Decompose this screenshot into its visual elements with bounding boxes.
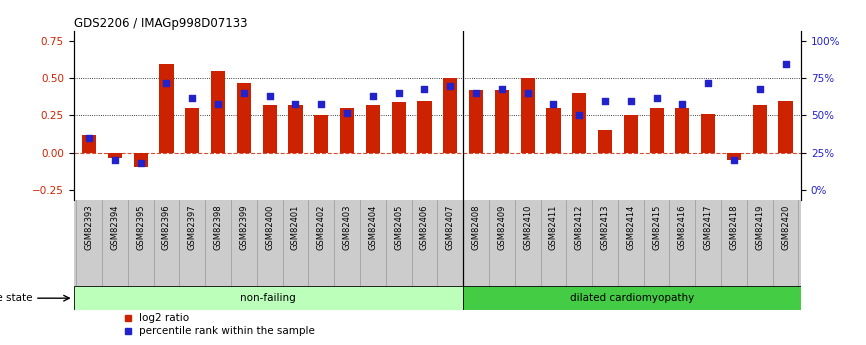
Point <box>572 113 586 118</box>
Text: GSM82400: GSM82400 <box>265 204 275 249</box>
Point <box>108 157 122 163</box>
Text: disease state: disease state <box>0 293 32 303</box>
Text: GSM82394: GSM82394 <box>110 204 120 250</box>
Text: GSM82416: GSM82416 <box>678 204 687 250</box>
Bar <box>159 63 173 152</box>
Bar <box>262 105 277 152</box>
Text: GSM82408: GSM82408 <box>471 204 481 250</box>
Bar <box>82 135 96 152</box>
Text: GSM82404: GSM82404 <box>368 204 378 249</box>
Point <box>624 98 637 104</box>
Point <box>598 98 612 104</box>
Point <box>185 95 199 100</box>
Bar <box>443 78 457 152</box>
Bar <box>288 105 302 152</box>
Text: GSM82420: GSM82420 <box>781 204 790 249</box>
Text: log2 ratio: log2 ratio <box>139 313 189 323</box>
Point <box>288 101 302 106</box>
Text: GSM82399: GSM82399 <box>239 204 249 250</box>
Text: GSM82396: GSM82396 <box>162 204 171 250</box>
Text: GSM82409: GSM82409 <box>497 204 507 249</box>
Bar <box>546 108 560 152</box>
Point <box>727 157 741 163</box>
Text: GSM82401: GSM82401 <box>291 204 300 249</box>
Point <box>546 101 560 106</box>
Bar <box>133 152 148 167</box>
Text: GSM82397: GSM82397 <box>188 204 197 250</box>
Bar <box>598 130 612 152</box>
Point <box>237 90 251 96</box>
Bar <box>185 108 199 152</box>
Text: GSM82406: GSM82406 <box>420 204 429 250</box>
Point <box>159 80 173 86</box>
Bar <box>753 105 767 152</box>
Text: GSM82415: GSM82415 <box>652 204 661 249</box>
Text: GSM82419: GSM82419 <box>755 204 765 249</box>
Text: GSM82405: GSM82405 <box>394 204 404 249</box>
Bar <box>779 101 792 152</box>
Bar <box>727 152 741 160</box>
Text: GSM82414: GSM82414 <box>626 204 636 249</box>
Point <box>211 101 225 106</box>
Text: GSM82410: GSM82410 <box>523 204 532 249</box>
Point <box>650 95 663 100</box>
Bar <box>236 83 251 152</box>
Point <box>443 83 457 89</box>
Point <box>701 80 715 86</box>
Point <box>340 110 354 115</box>
Text: GSM82402: GSM82402 <box>317 204 326 249</box>
Bar <box>74 286 463 310</box>
Text: GSM82393: GSM82393 <box>85 204 94 250</box>
Point <box>779 61 792 66</box>
Bar <box>494 90 509 152</box>
Point <box>675 101 689 106</box>
Point <box>391 90 405 96</box>
Bar <box>417 101 431 152</box>
Bar <box>675 108 689 152</box>
Point <box>314 101 328 106</box>
Text: GSM82412: GSM82412 <box>575 204 584 249</box>
Bar <box>701 114 715 152</box>
Bar <box>365 105 380 152</box>
Point <box>366 93 380 99</box>
Bar <box>314 116 328 152</box>
Text: GSM82417: GSM82417 <box>704 204 713 250</box>
Text: dilated cardiomyopathy: dilated cardiomyopathy <box>570 293 695 303</box>
Text: GSM82418: GSM82418 <box>729 204 739 250</box>
Point <box>469 90 483 96</box>
Point <box>520 90 534 96</box>
Text: GSM82411: GSM82411 <box>549 204 558 249</box>
Point <box>494 86 508 91</box>
Bar <box>624 116 638 152</box>
Text: GSM82407: GSM82407 <box>446 204 455 250</box>
Point <box>262 93 276 99</box>
Bar <box>463 286 801 310</box>
Bar <box>340 108 354 152</box>
Bar <box>469 90 483 152</box>
Text: GSM82403: GSM82403 <box>343 204 352 250</box>
Text: GDS2206 / IMAGp998D07133: GDS2206 / IMAGp998D07133 <box>74 17 247 30</box>
Text: GSM82398: GSM82398 <box>214 204 223 250</box>
Bar <box>650 108 663 152</box>
Bar <box>572 93 586 152</box>
Bar <box>520 78 534 152</box>
Point <box>417 86 431 91</box>
Text: percentile rank within the sample: percentile rank within the sample <box>139 326 315 336</box>
Bar <box>211 71 225 152</box>
Bar <box>107 152 122 158</box>
Bar <box>391 102 406 152</box>
Point <box>753 86 766 91</box>
Point <box>133 160 147 166</box>
Text: GSM82413: GSM82413 <box>600 204 610 250</box>
Text: non-failing: non-failing <box>241 293 296 303</box>
Point <box>82 135 96 140</box>
Text: GSM82395: GSM82395 <box>136 204 145 250</box>
